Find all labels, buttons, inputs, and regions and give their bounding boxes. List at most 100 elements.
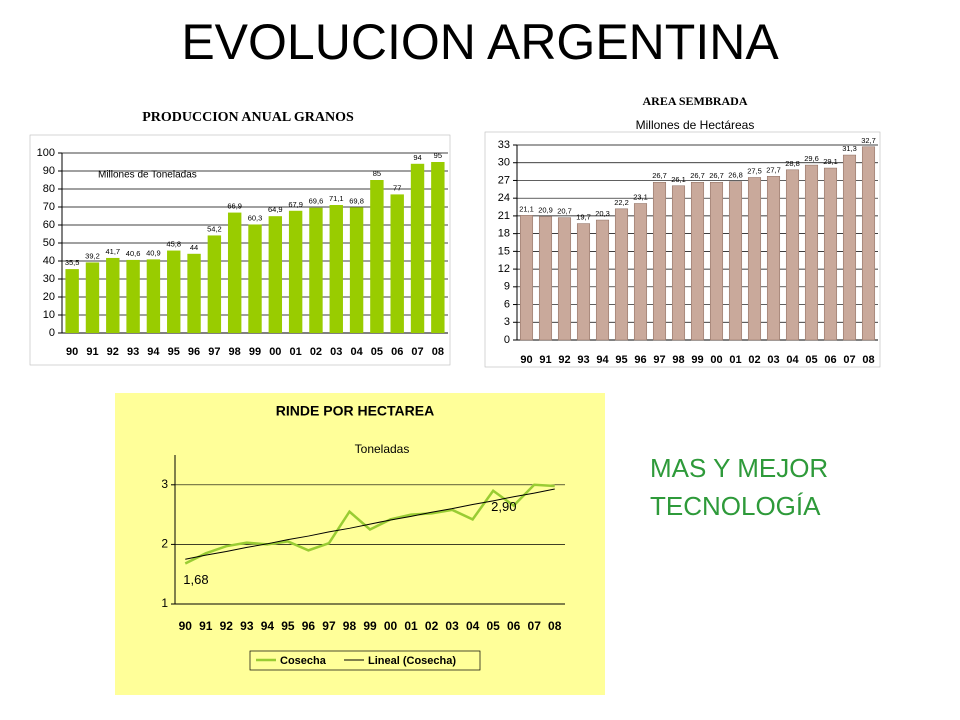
x-tick-label: 99 <box>363 619 377 633</box>
x-tick-label: 90 <box>66 346 78 358</box>
chart-frame <box>29 134 451 366</box>
annotation: 2,90 <box>491 499 516 514</box>
bar <box>709 181 724 341</box>
value-label: 19,7 <box>576 213 591 222</box>
x-tick-label: 97 <box>208 346 220 358</box>
value-label: 22,2 <box>614 198 629 207</box>
y-tick-label: 27 <box>498 174 510 186</box>
value-label: 29,6 <box>804 154 819 163</box>
x-tick-label: 01 <box>729 354 741 366</box>
x-tick-label: 93 <box>240 619 254 633</box>
bar <box>652 181 667 341</box>
chart-title: AREA SEMBRADA <box>642 94 747 108</box>
y-tick-label: 0 <box>504 334 510 346</box>
x-tick-label: 04 <box>350 346 363 358</box>
value-label: 27,5 <box>747 166 762 175</box>
x-tick-label: 02 <box>310 346 322 358</box>
y-tick-label: 21 <box>498 210 510 222</box>
bar <box>576 223 591 341</box>
bar <box>804 164 819 341</box>
x-tick-label: 05 <box>371 346 383 358</box>
value-label: 71,1 <box>329 194 344 203</box>
x-tick-label: 05 <box>486 619 500 633</box>
x-tick-label: 01 <box>290 346 302 358</box>
x-tick-label: 97 <box>653 354 665 366</box>
bar <box>370 180 384 333</box>
x-tick-label: 94 <box>261 619 275 633</box>
bar <box>728 181 743 341</box>
x-tick-label: 07 <box>411 346 423 358</box>
value-label: 29,1 <box>823 157 838 166</box>
x-tick-label: 91 <box>199 619 213 633</box>
bar <box>329 205 343 333</box>
x-tick-label: 99 <box>249 346 261 358</box>
value-label: 26,8 <box>728 171 743 180</box>
y-tick-label: 50 <box>43 237 55 249</box>
y-tick-label: 40 <box>43 255 55 267</box>
x-tick-label: 95 <box>615 354 627 366</box>
y-tick-label: 20 <box>43 291 55 303</box>
x-tick-label: 08 <box>548 619 562 633</box>
x-tick-label: 99 <box>691 354 703 366</box>
bar <box>557 217 572 341</box>
x-tick-label: 93 <box>577 354 589 366</box>
value-label: 26,7 <box>690 171 705 180</box>
bar <box>823 167 838 341</box>
bar <box>65 269 79 333</box>
slide-title: EVOLUCION ARGENTINA <box>181 14 779 70</box>
value-label: 85 <box>373 169 381 178</box>
x-tick-label: 90 <box>520 354 532 366</box>
value-label: 41,7 <box>105 247 120 256</box>
y-tick-label: 3 <box>504 316 510 328</box>
y-tick-label: 80 <box>43 183 55 195</box>
value-label: 40,6 <box>126 249 141 258</box>
value-label: 35,5 <box>65 258 80 267</box>
x-tick-label: 02 <box>425 619 439 633</box>
bar <box>861 146 876 341</box>
x-tick-label: 05 <box>805 354 817 366</box>
value-label: 94 <box>413 153 421 162</box>
x-tick-label: 98 <box>343 619 357 633</box>
value-label: 64,9 <box>268 205 283 214</box>
x-tick-label: 04 <box>786 354 799 366</box>
value-label: 26,7 <box>652 171 667 180</box>
y-tick-label: 9 <box>504 281 510 293</box>
bar <box>146 259 161 333</box>
y-tick-label: 90 <box>43 165 55 177</box>
value-label: 45,8 <box>166 240 181 249</box>
y-tick-label: 24 <box>498 192 510 204</box>
x-tick-label: 03 <box>767 354 779 366</box>
x-tick-label: 92 <box>107 346 119 358</box>
x-tick-label: 03 <box>445 619 459 633</box>
x-tick-label: 00 <box>710 354 722 366</box>
x-tick-label: 98 <box>672 354 684 366</box>
x-tick-label: 90 <box>179 619 193 633</box>
y-tick-label: 70 <box>43 201 55 213</box>
note-line: MAS Y MEJOR <box>650 453 828 483</box>
value-label: 66,9 <box>227 202 242 211</box>
bar <box>85 262 100 333</box>
x-tick-label: 00 <box>269 346 281 358</box>
value-label: 44 <box>190 243 198 252</box>
y-tick-label: 30 <box>43 273 55 285</box>
bar <box>633 203 648 341</box>
bar <box>207 235 222 333</box>
x-tick-label: 95 <box>281 619 295 633</box>
x-tick-label: 03 <box>330 346 342 358</box>
y-tick-label: 6 <box>504 298 510 310</box>
chart-subtitle: Millones de Hectáreas <box>636 118 755 132</box>
y-tick-label: 15 <box>498 245 510 257</box>
y-tick-label: 18 <box>498 228 510 240</box>
chart-subtitle: Millones de Toneladas <box>98 170 197 181</box>
value-label: 21,1 <box>519 204 534 213</box>
bar <box>595 219 610 341</box>
bar <box>671 185 686 341</box>
bar <box>106 257 120 333</box>
x-tick-label: 07 <box>843 354 855 366</box>
x-tick-label: 94 <box>596 354 609 366</box>
bar <box>766 176 781 341</box>
bar <box>167 250 181 333</box>
value-label: 39,2 <box>85 251 100 260</box>
chart-background <box>115 393 605 695</box>
